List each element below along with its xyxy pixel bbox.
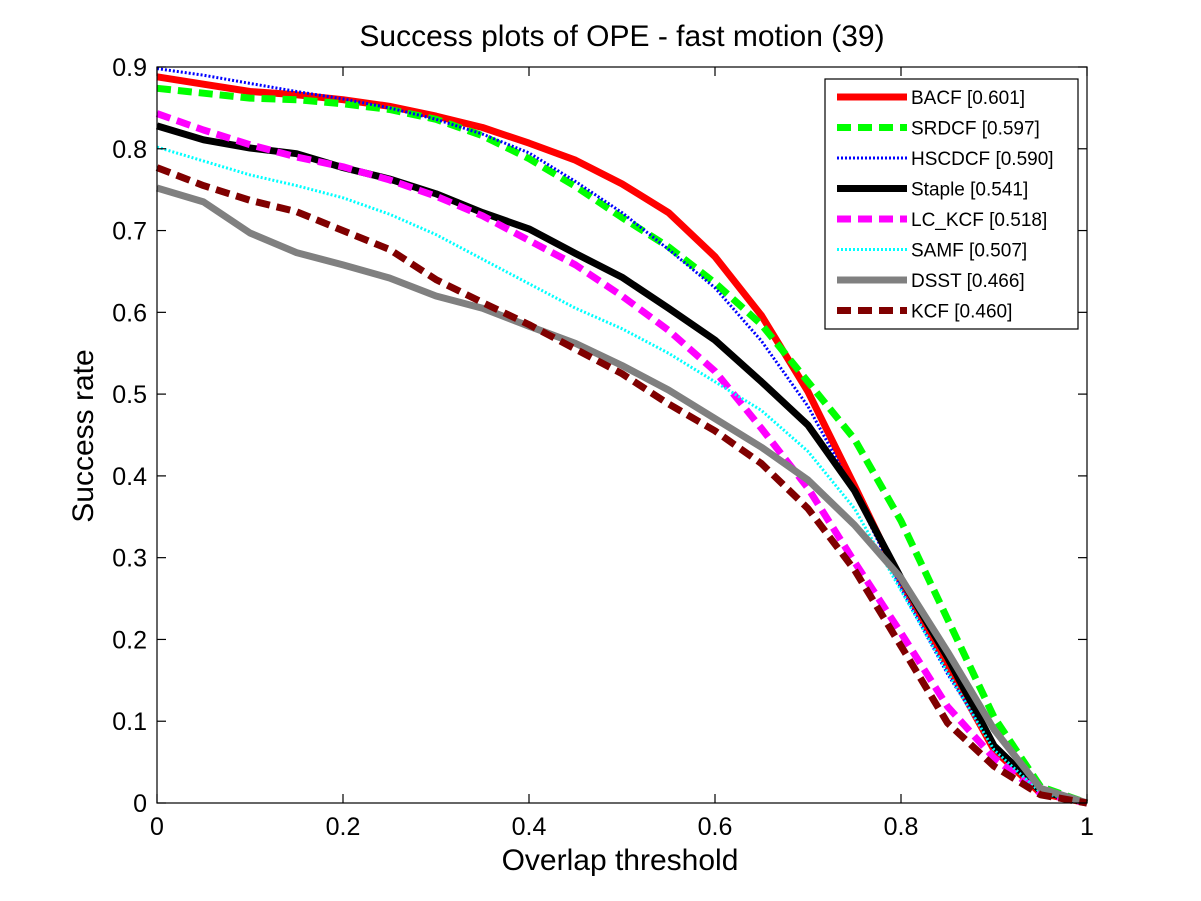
- y-tick-label: 0.9: [112, 54, 147, 82]
- y-tick-label: 0.8: [112, 136, 147, 164]
- x-tick-label: 1: [1080, 813, 1094, 841]
- series-line-7: [155, 164, 1088, 807]
- series-line-5: [156, 145, 1088, 805]
- x-tick-label: 0.6: [698, 813, 733, 841]
- chart-title: Success plots of OPE - fast motion (39): [359, 20, 884, 53]
- y-tick-label: 0.5: [112, 381, 147, 409]
- y-tick-label: 0.7: [112, 218, 147, 246]
- legend-entry-label: SAMF [0.507]: [911, 241, 1027, 262]
- y-tick-label: 0: [133, 790, 147, 818]
- x-tick-label: 0.8: [884, 813, 919, 841]
- legend-entry-label: Staple [0.541]: [911, 180, 1028, 201]
- legend-entry-label: KCF [0.460]: [911, 302, 1012, 323]
- axes: 0 0.2 0.4 0.6 0.8 1 0 0.1 0.2 0.3 0.4 0.5 0.6 0.7 0.8 0…: [112, 54, 1094, 841]
- y-tick-label: 0.2: [112, 626, 147, 654]
- y-tick-label: 0.1: [112, 708, 147, 736]
- y-tick-label: 0.4: [112, 463, 147, 491]
- legend-entry-label: HSCDCF [0.590]: [911, 149, 1054, 170]
- x-axis-label: Overlap threshold: [502, 844, 739, 877]
- series-line-1: [156, 84, 1089, 807]
- y-tick-label: 0.6: [112, 299, 147, 327]
- legend-box: [824, 78, 1079, 330]
- series-line-6: [155, 184, 1089, 807]
- x-tick-label: 0.4: [512, 813, 547, 841]
- plot-area: [155, 67, 1089, 807]
- legend: BACF [0.601] SRDCF [0.597] HSCDCF [0.590] S…: [824, 78, 1079, 330]
- legend-entry-label: DSST [0.466]: [911, 271, 1025, 292]
- x-tick-label: 0: [150, 813, 164, 841]
- x-tick-label: 0.2: [326, 813, 361, 841]
- plot-frame: [156, 66, 1088, 804]
- y-axis-label: Success rate: [67, 349, 100, 522]
- legend-entry-label: BACF [0.601]: [911, 88, 1025, 109]
- legend-entry-label: SRDCF [0.597]: [911, 119, 1040, 140]
- y-tick-label: 0.3: [112, 545, 147, 573]
- legend-entry-label: LC_KCF [0.518]: [911, 210, 1047, 231]
